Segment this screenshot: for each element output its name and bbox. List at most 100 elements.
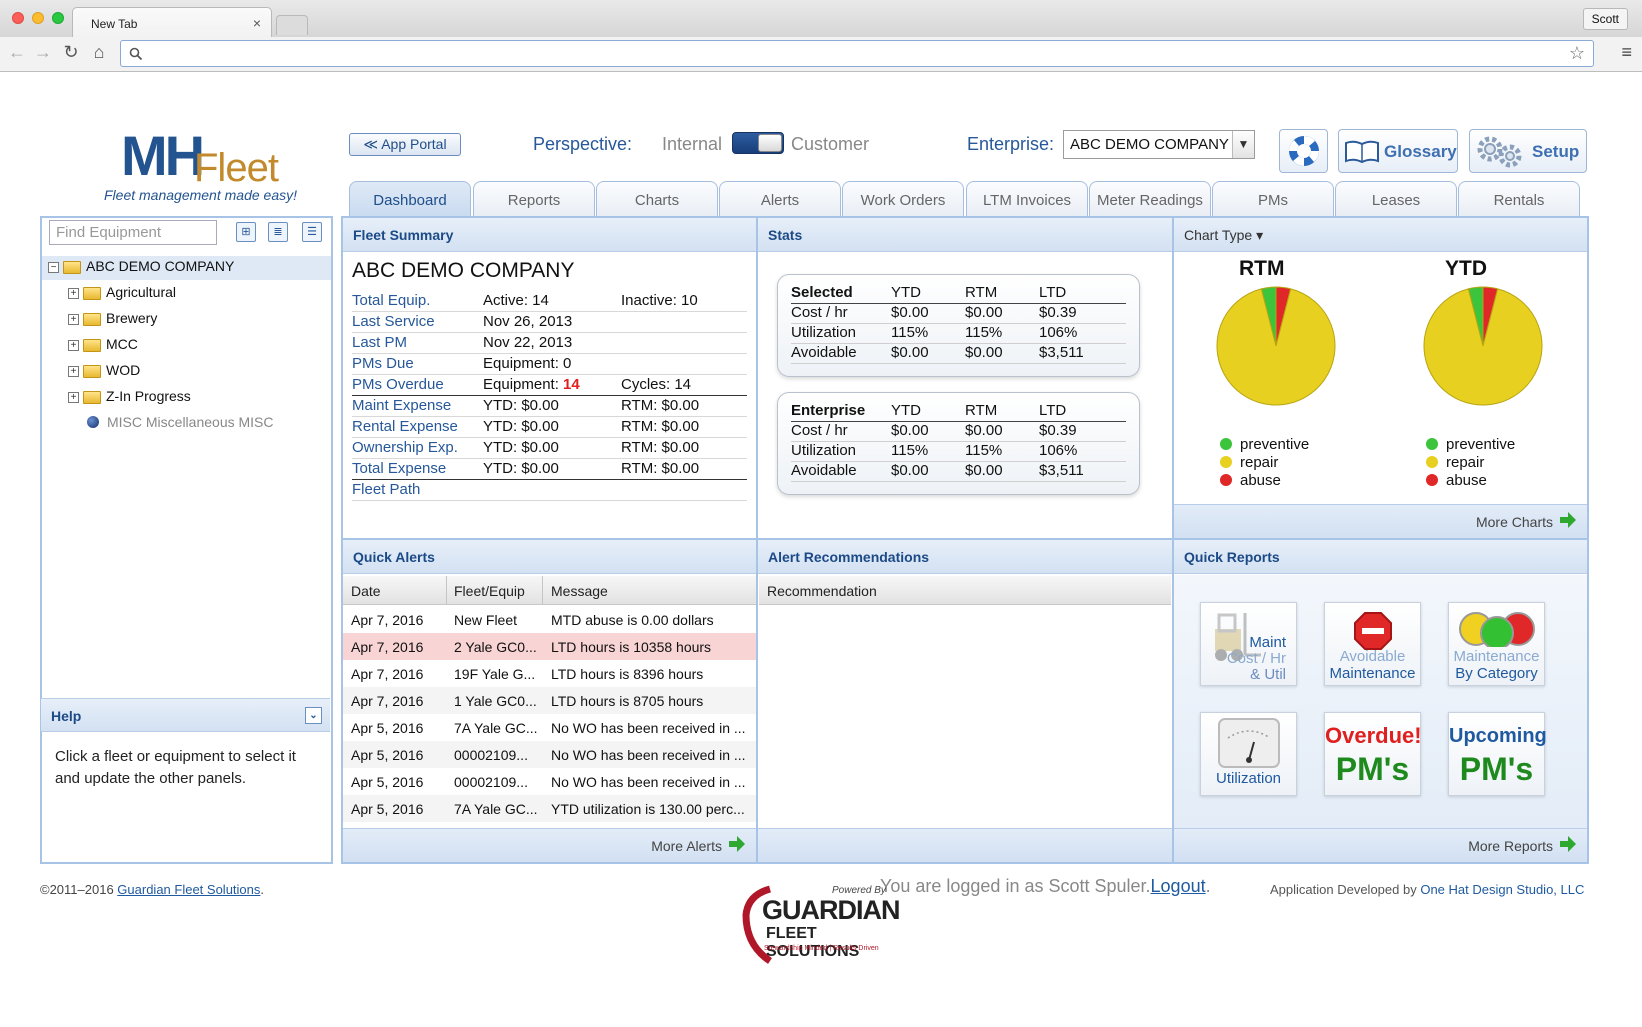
forklift-icon (1215, 613, 1261, 661)
collapse-help-icon[interactable]: ⌄ (305, 707, 322, 724)
back-icon[interactable]: ← (8, 42, 26, 62)
tree-node-z-in-progress[interactable]: + Z-In Progress (68, 388, 191, 408)
stats-cell: Avoidable (791, 344, 857, 361)
gear-icon (1477, 136, 1522, 168)
perspective-toggle[interactable] (732, 132, 784, 154)
address-bar[interactable]: ☆ (120, 40, 1594, 67)
more-reports-link[interactable]: More Reports (1174, 828, 1587, 862)
maximize-window-button[interactable] (52, 12, 64, 24)
expand-all-icon[interactable]: ⊞ (236, 222, 256, 242)
tab-alerts[interactable]: Alerts (719, 181, 841, 216)
tab-leases[interactable]: Leases (1335, 181, 1457, 216)
find-equipment-input[interactable]: Find Equipment (49, 220, 217, 245)
home-icon[interactable]: ⌂ (93, 42, 105, 62)
close-tab-icon[interactable]: × (252, 15, 261, 31)
report-avoidable-maintenance[interactable]: Avoidable Maintenance (1324, 602, 1421, 686)
logout-link[interactable]: Logout (1150, 876, 1206, 896)
tab-reports[interactable]: Reports (473, 181, 595, 216)
chevron-down-icon[interactable]: ▼ (1232, 131, 1254, 158)
report-utilization[interactable]: Utilization (1200, 712, 1297, 796)
reload-icon[interactable]: ↻ (63, 42, 79, 62)
browser-tab[interactable]: New Tab × (72, 7, 272, 37)
alert-row[interactable]: Apr 7, 2016 2 Yale GC0... LTD hours is 103… (343, 633, 756, 660)
expand-icon[interactable]: + (68, 313, 79, 325)
tab-meter-readings[interactable]: Meter Readings (1089, 181, 1211, 216)
fleet-summary-key[interactable]: Maint Expense (352, 397, 452, 414)
col-recommendation[interactable]: Recommendation (759, 576, 1171, 605)
report-upcoming-pms[interactable]: Upcoming PM's (1448, 712, 1547, 796)
tab-rentals[interactable]: Rentals (1458, 181, 1580, 216)
alert-row[interactable]: Apr 7, 2016 1 Yale GC0... LTD hours is 870… (343, 687, 756, 714)
expand-icon[interactable]: + (68, 287, 79, 299)
developer-link[interactable]: One Hat Design Studio, LLC (1420, 882, 1585, 897)
divider (446, 576, 447, 605)
fleet-summary-value: Nov 26, 2013 (483, 313, 573, 330)
tree-node-brewery[interactable]: + Brewery (68, 310, 157, 330)
tab-dashboard[interactable]: Dashboard (349, 181, 471, 217)
fleet-summary-key[interactable]: Ownership Exp. (352, 439, 458, 456)
perspective-customer[interactable]: Customer (791, 134, 870, 154)
new-tab-button[interactable] (276, 15, 308, 35)
tree-node-mcc[interactable]: + MCC (68, 336, 138, 356)
tree-node-root[interactable]: − ABC DEMO COMPANY (48, 258, 234, 278)
fleet-summary-key[interactable]: Rental Expense (352, 418, 458, 435)
alert-row[interactable]: Apr 5, 2016 7A Yale GC... No WO has been r… (343, 714, 756, 741)
more-alerts-link[interactable]: More Alerts (343, 828, 756, 862)
browser-menu-icon[interactable]: ≡ (1621, 42, 1632, 62)
fleet-summary-key[interactable]: Last Service (352, 313, 435, 330)
col-date[interactable]: Date (351, 583, 381, 599)
perspective-internal[interactable]: Internal (662, 134, 723, 154)
tree-node-agricultural[interactable]: + Agricultural (68, 284, 176, 304)
collapse-icon[interactable]: − (48, 261, 59, 273)
stats-cell: Selected (791, 284, 853, 301)
fleet-summary-key[interactable]: Total Expense (352, 460, 447, 477)
developer-credit: Application Developed by One Hat Design … (1270, 882, 1584, 897)
report-maintenance-by-category[interactable]: Maintenance By Category (1448, 602, 1545, 686)
tree-node-wod[interactable]: + WOD (68, 362, 140, 382)
col-fleet-equip[interactable]: Fleet/Equip (454, 583, 525, 599)
setup-button[interactable]: Setup (1469, 129, 1587, 173)
report-overdue-pms[interactable]: Overdue! PM's (1324, 712, 1422, 796)
profile-button[interactable]: Scott (1582, 8, 1628, 30)
col-message[interactable]: Message (551, 583, 608, 599)
fleet-summary-key[interactable]: PMs Overdue (352, 376, 444, 393)
chart-type-dropdown[interactable]: Chart Type ▾ (1174, 218, 1587, 252)
fleet-summary-row: Rental Expense YTD: $0.00 RTM: $0.00 (352, 417, 747, 438)
report-maint-cost-util[interactable]: Maint Cost / Hr & Util (1200, 602, 1297, 686)
more-reports-label: More Reports (1468, 838, 1553, 854)
tree-node-label: WOD (106, 362, 141, 378)
glossary-button[interactable]: Glossary (1338, 129, 1458, 173)
alert-row[interactable]: Apr 5, 2016 00002109... No WO has been rec… (343, 741, 756, 768)
tab-work-orders[interactable]: Work Orders (842, 181, 964, 216)
support-button[interactable] (1279, 129, 1328, 173)
stats-cell: YTD (891, 284, 921, 301)
alert-row[interactable]: Apr 5, 2016 00002109... No WO has been rec… (343, 768, 756, 795)
tab-ltm-invoices[interactable]: LTM Invoices (966, 181, 1088, 216)
fleet-summary-key[interactable]: PMs Due (352, 355, 414, 372)
minimize-window-button[interactable] (32, 12, 44, 24)
forward-icon[interactable]: → (34, 42, 52, 62)
fleet-summary-key[interactable]: Fleet Path (352, 481, 421, 498)
tree-node-misc[interactable]: MISC Miscellaneous MISC (87, 414, 274, 434)
list-view-icon[interactable]: ≣ (268, 222, 288, 242)
tab-pms[interactable]: PMs (1212, 181, 1334, 216)
bookmark-star-icon[interactable]: ☆ (1568, 43, 1585, 63)
alert-date: Apr 7, 2016 (351, 666, 424, 682)
expand-icon[interactable]: + (68, 339, 79, 351)
tab-charts[interactable]: Charts (596, 181, 718, 216)
close-window-button[interactable] (12, 12, 24, 24)
enterprise-select[interactable]: ABC DEMO COMPANY ▼ (1063, 130, 1255, 159)
shield-icon (742, 885, 773, 964)
fleet-summary-key[interactable]: Last PM (352, 334, 408, 351)
app-portal-button[interactable]: ≪ App Portal (349, 133, 461, 156)
alert-row[interactable]: Apr 7, 2016 19F Yale G... LTD hours is 839… (343, 660, 756, 687)
alert-row[interactable]: Apr 5, 2016 7A Yale GC... YTD utilization … (343, 795, 756, 822)
fleet-summary-key[interactable]: Total Equip. (352, 292, 431, 309)
expand-icon[interactable]: + (68, 365, 79, 377)
detail-list-icon[interactable]: ☰ (302, 222, 322, 242)
guardian-link[interactable]: Guardian Fleet Solutions (117, 882, 261, 897)
expand-icon[interactable]: + (68, 391, 79, 403)
alert-row[interactable]: Apr 7, 2016 New Fleet MTD abuse is 0.00 do… (343, 606, 756, 633)
stop-sign-icon (1354, 612, 1392, 650)
more-charts-link[interactable]: More Charts (1174, 504, 1587, 538)
